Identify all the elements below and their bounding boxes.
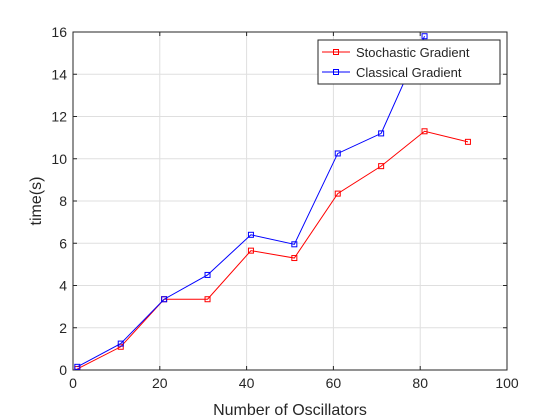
legend-box [317,39,501,85]
data-point-marker [204,296,211,303]
data-point-marker [247,247,254,254]
data-point-marker [117,343,124,350]
data-point-marker [334,150,341,157]
y-axis-label: time(s) [28,177,45,226]
data-point-marker [291,241,298,248]
data-point-marker [421,33,428,40]
x-tick-label: 80 [412,375,428,391]
y-tick-label: 8 [59,193,67,209]
legend-entries: Stochastic Gradient Classical Gradient [322,45,470,80]
data-point-marker [74,363,81,370]
legend-label: Classical Gradient [356,65,462,80]
y-tick-label: 12 [51,109,67,125]
data-point-marker [291,255,298,262]
y-tick-label: 6 [59,235,67,251]
data-point-marker [421,128,428,135]
data-point-marker [378,163,385,170]
series-group [74,33,471,370]
y-tick-label: 2 [59,320,67,336]
data-point-marker [161,296,168,303]
y-tick-label: 14 [51,66,67,82]
legend-swatch-marker [333,49,339,55]
y-tick-label: 10 [51,151,67,167]
data-point-marker [204,271,211,278]
legend-swatch-marker [333,69,339,75]
legend-label: Stochastic Gradient [356,45,470,60]
x-tick-label: 60 [326,375,342,391]
data-point-marker [334,190,341,197]
data-point-marker [464,138,471,145]
legend: Stochastic Gradient Classical Gradient [317,39,501,85]
series-line-2 [77,36,425,368]
axis-ticks: 0 20 40 60 80 100 0 2 4 6 8 10 12 14 16 [51,24,518,391]
data-point-marker [378,130,385,137]
x-tick-label: 100 [495,375,519,391]
y-tick-label: 4 [59,278,67,294]
series-line-1 [77,130,469,370]
x-tick-label: 0 [69,375,77,391]
y-tick-label: 16 [51,24,67,40]
data-point-marker [117,340,124,347]
data-point-marker [247,231,254,238]
y-tick-label: 0 [59,362,67,378]
x-tick-label: 20 [152,375,168,391]
x-tick-label: 40 [239,375,255,391]
x-axis-label: Number of Oscillators [213,402,367,419]
